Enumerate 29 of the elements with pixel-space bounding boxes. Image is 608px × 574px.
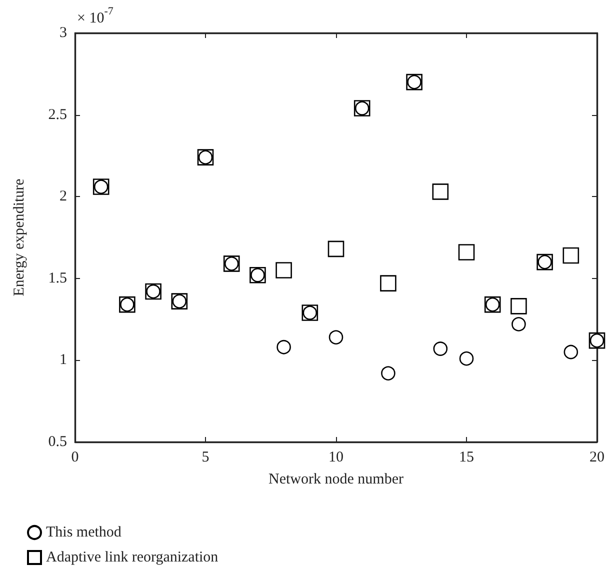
y-tick-label: 2: [60, 188, 67, 205]
point: [432, 184, 449, 200]
point: [510, 298, 527, 314]
point: [564, 344, 578, 360]
point: [512, 317, 526, 332]
y-tick-label: 2.5: [48, 106, 67, 123]
point: [433, 342, 448, 356]
legend-label: This method: [46, 524, 122, 540]
point: [276, 262, 292, 278]
y-axis-title: Energy expenditure: [12, 178, 28, 296]
point: [459, 351, 474, 366]
point: [328, 240, 344, 258]
y-tick-label: 1: [60, 352, 67, 368]
x-tick-label: 0: [71, 450, 79, 466]
point: [328, 330, 344, 344]
point: [458, 244, 475, 260]
point: [380, 275, 396, 292]
point: [381, 366, 396, 380]
x-tick-label: 5: [202, 450, 210, 466]
x-axis-title: Network node number: [268, 472, 404, 488]
point: [276, 340, 291, 354]
point: [562, 247, 580, 264]
y-tick-label: 1.5: [48, 270, 67, 286]
y-tick-label: 0.5: [48, 434, 67, 450]
legend-label: Adaptive link reorganization: [46, 550, 219, 566]
x-tick-label: 20: [590, 450, 604, 466]
x-tick-label: 10: [328, 450, 344, 466]
x-tick-label: 15: [459, 450, 474, 466]
y-tick-label: 3: [60, 25, 67, 41]
